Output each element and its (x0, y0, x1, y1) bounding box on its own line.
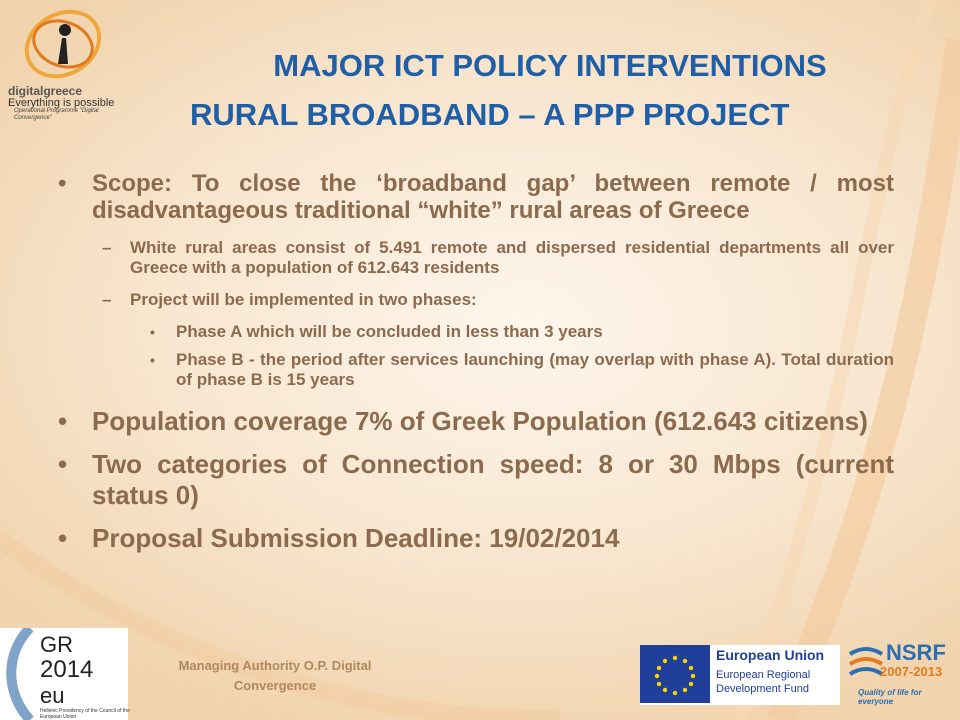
slide-content: • Scope: To close the ‘broadband gap’ be… (58, 170, 894, 566)
bullet-icon: • (150, 324, 155, 340)
bullet-population: • Population coverage 7% of Greek Popula… (58, 406, 894, 437)
eu-flag-icon (640, 645, 710, 703)
nsrf-years: 2007-2013 (880, 664, 943, 679)
bullet-deadline-text: Proposal Submission Deadline: 19/02/2014 (92, 523, 620, 553)
bullet-icon: • (58, 170, 67, 197)
presidency-caption: Hellenic Presidency of the Council of th… (40, 708, 130, 720)
bullet-scope-text: Scope: To close the ‘broadband gap’ betw… (92, 170, 894, 224)
subbullet-white-areas: – White rural areas consist of 5.491 rem… (58, 238, 894, 278)
bullet-icon: • (150, 352, 155, 368)
eu-text: eu (40, 683, 65, 708)
gr2014-presidency-logo: GR 2014 eu Hellenic Presidency of the Co… (0, 628, 130, 720)
nsrf-tagline: Quality of life for everyone (858, 688, 922, 706)
digitalgreece-emblem-icon (24, 9, 102, 79)
bullet-icon: • (58, 523, 68, 553)
bullet-deadline: • Proposal Submission Deadline: 19/02/20… (58, 523, 894, 554)
bullet-scope: • Scope: To close the ‘broadband gap’ be… (58, 170, 894, 224)
nsrf-swirl-icon (848, 647, 884, 676)
phase-b-text: Phase B - the period after services laun… (176, 350, 894, 389)
bullet-speed: • Two categories of Connection speed: 8 … (58, 449, 894, 511)
presidency-arc-icon (6, 628, 34, 720)
logo-brand: digitalgreece (8, 84, 83, 98)
logo-tagline: Everything is possible (8, 97, 115, 109)
managing-authority-text: Managing Authority O.P. Digital Converge… (178, 658, 372, 693)
erdf-text: European Regional Development Fund (716, 669, 811, 695)
nsrf-title: NSRF (886, 640, 946, 665)
subbullet-phases: – Project will be implemented in two pha… (58, 290, 894, 310)
slide-title-line2: RURAL BROADBAND – A PPP PROJECT (190, 97, 790, 132)
phase-b-item: • Phase B - the period after services la… (58, 350, 894, 390)
bullet-icon: • (58, 449, 68, 479)
subbullet-white-areas-text: White rural areas consist of 5.491 remot… (130, 238, 894, 277)
eu-title: European Union (716, 647, 825, 663)
subbullet-phases-text: Project will be implemented in two phase… (130, 290, 477, 309)
nsrf-logo: NSRF 2007-2013 Quality of life for every… (846, 640, 958, 710)
dash-icon: – (102, 290, 112, 309)
bullet-icon: • (58, 406, 68, 436)
phase-a-text: Phase A which will be concluded in less … (176, 322, 603, 341)
year-text: 2014 (40, 656, 94, 683)
bullet-population-text: Population coverage 7% of Greek Populati… (92, 406, 868, 436)
digitalgreece-logo: digitalgreece Everything is possible Ope… (0, 0, 125, 125)
eu-erdf-logo: European Union European Regional Develop… (640, 645, 840, 705)
phase-a-item: • Phase A which will be concluded in les… (58, 322, 894, 342)
bullet-speed-text: Two categories of Connection speed: 8 or… (92, 449, 894, 510)
slide-title-line1: MAJOR ICT POLICY INTERVENTIONS (273, 48, 827, 83)
eu-stars-icon (654, 655, 696, 696)
gr-text: GR (40, 632, 73, 657)
dash-icon: – (102, 238, 112, 257)
logo-subtitle: Operational Programme "Digital Convergen… (14, 108, 99, 121)
